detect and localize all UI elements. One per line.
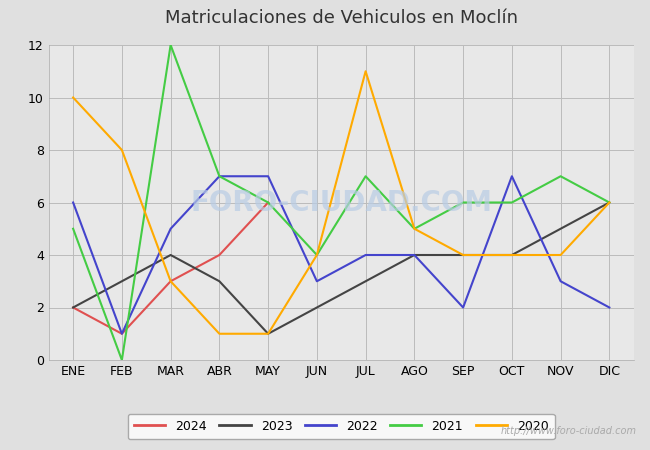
Text: FORO-CIUDAD.COM: FORO-CIUDAD.COM	[190, 189, 492, 216]
Text: http://www.foro-ciudad.com: http://www.foro-ciudad.com	[501, 427, 637, 436]
Legend: 2024, 2023, 2022, 2021, 2020: 2024, 2023, 2022, 2021, 2020	[128, 414, 554, 439]
Text: Matriculaciones de Vehiculos en Moclín: Matriculaciones de Vehiculos en Moclín	[164, 9, 518, 27]
